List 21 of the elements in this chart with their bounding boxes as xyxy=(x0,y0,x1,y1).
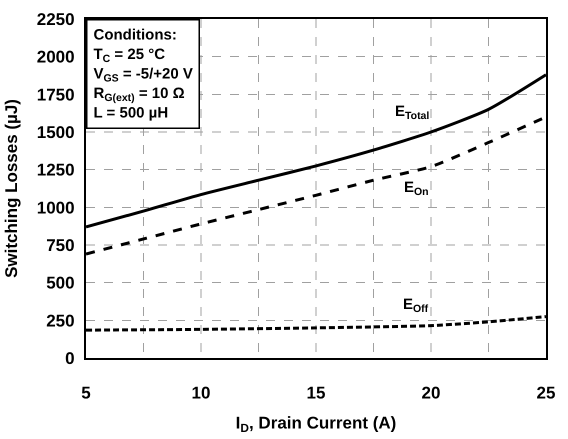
text: Conditions: T$_{C}$ = 25 °C V$_{GS}$ = -5/+20 V R$_{G(ext)}$ = 10 Ω L = 500 µH xyxy=(94,26,193,122)
y-tick-label: 750 xyxy=(46,236,75,255)
x-tick-label: 20 xyxy=(422,383,440,402)
y-tick-label: 2000 xyxy=(36,48,75,67)
x-tick-label: 15 xyxy=(306,383,326,402)
x-tick-label: 10 xyxy=(192,383,210,402)
y-tick-label: 250 xyxy=(46,311,75,330)
y-tick-label: 0 xyxy=(65,348,75,368)
x-tick-label: 25 xyxy=(536,383,556,402)
y-tick-label: 1500 xyxy=(36,122,75,142)
x-tick-label: 5 xyxy=(81,383,91,402)
y-tick-label: 1750 xyxy=(36,85,75,104)
y-tick-label: 1000 xyxy=(36,198,75,218)
x-axis-title: I$_{D}$, Drain Current (A) xyxy=(236,413,396,435)
y-tick-label: 1250 xyxy=(36,160,75,180)
y-tick-label: 500 xyxy=(46,274,75,293)
series-label: E$_{Off}$ xyxy=(403,296,429,316)
series-label: E$_{On}$ xyxy=(404,179,429,198)
y-axis-title: Switching Losses (µJ) xyxy=(2,99,21,278)
y-tick-label: 2250 xyxy=(36,10,75,29)
series-label: E$_{Total}$ xyxy=(395,103,430,122)
